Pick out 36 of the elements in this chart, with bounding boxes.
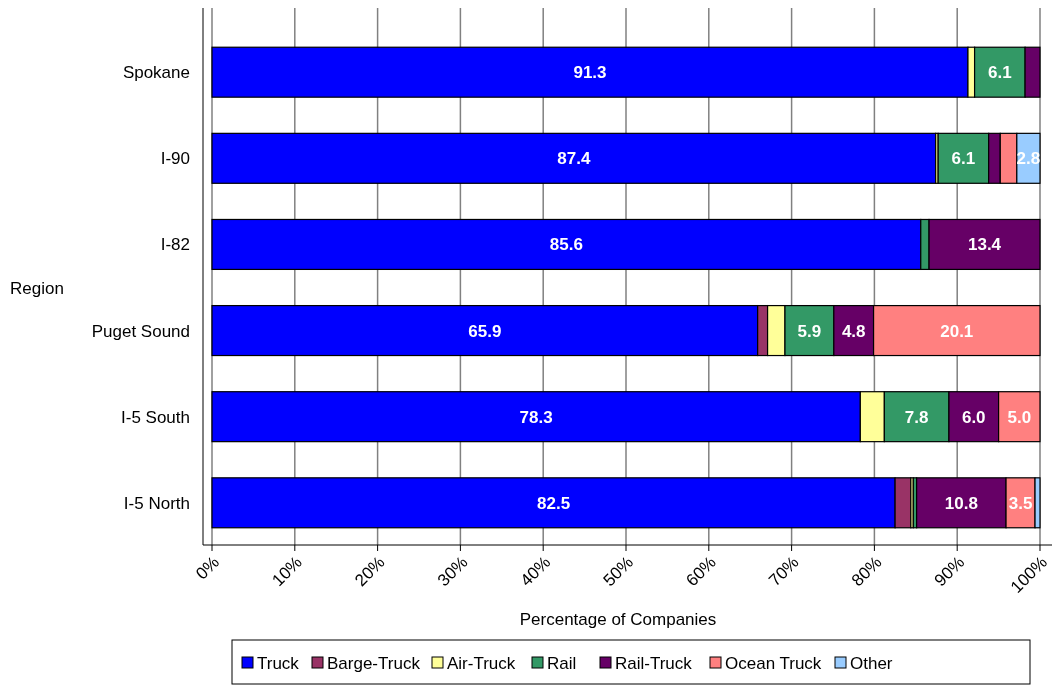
data-label: 6.0 [961, 407, 986, 427]
legend-label: Other [850, 653, 893, 673]
data-label: 7.8 [904, 407, 929, 427]
data-label: 91.3 [573, 63, 607, 83]
legend-label: Ocean Truck [725, 653, 822, 673]
data-label: 87.4 [557, 149, 591, 169]
data-label: 5.9 [797, 321, 822, 341]
data-label: 82.5 [537, 493, 571, 513]
x-tick-label: 70% [765, 552, 803, 591]
data-label: 78.3 [519, 407, 553, 427]
y-tick-label: I-5 North [123, 493, 190, 513]
x-tick-label: 60% [682, 552, 720, 591]
y-tick-label: I-90 [160, 149, 190, 169]
y-tick-label: Puget Sound [91, 321, 190, 341]
data-label: 20.1 [940, 321, 974, 341]
data-label: 10.8 [944, 493, 978, 513]
x-tick-label: 40% [516, 552, 555, 591]
x-axis-title: Percentage of Companies [519, 610, 717, 629]
data-label: 6.1 [988, 63, 1012, 83]
legend-label: Truck [257, 653, 300, 673]
data-label: 13.4 [967, 235, 1002, 255]
legend-label: Barge-Truck [327, 653, 421, 673]
y-tick-label: I-5 South [121, 407, 190, 427]
legend-label: Air-Truck [447, 653, 516, 673]
data-label: 5.0 [1007, 407, 1032, 427]
data-label: 65.9 [468, 321, 502, 341]
x-tick-label: 0% [192, 552, 224, 584]
legend-label: Rail [547, 653, 577, 673]
data-label: 6.1 [951, 149, 976, 169]
y-axis-title: Region [10, 278, 64, 298]
data-label: 4.8 [841, 321, 866, 341]
data-label: 3.5 [1008, 493, 1033, 513]
y-tick-label: Spokane [122, 63, 190, 83]
y-tick-label: I-82 [160, 235, 190, 255]
data-label: 85.6 [549, 235, 583, 255]
legend-label: Rail-Truck [615, 653, 693, 673]
